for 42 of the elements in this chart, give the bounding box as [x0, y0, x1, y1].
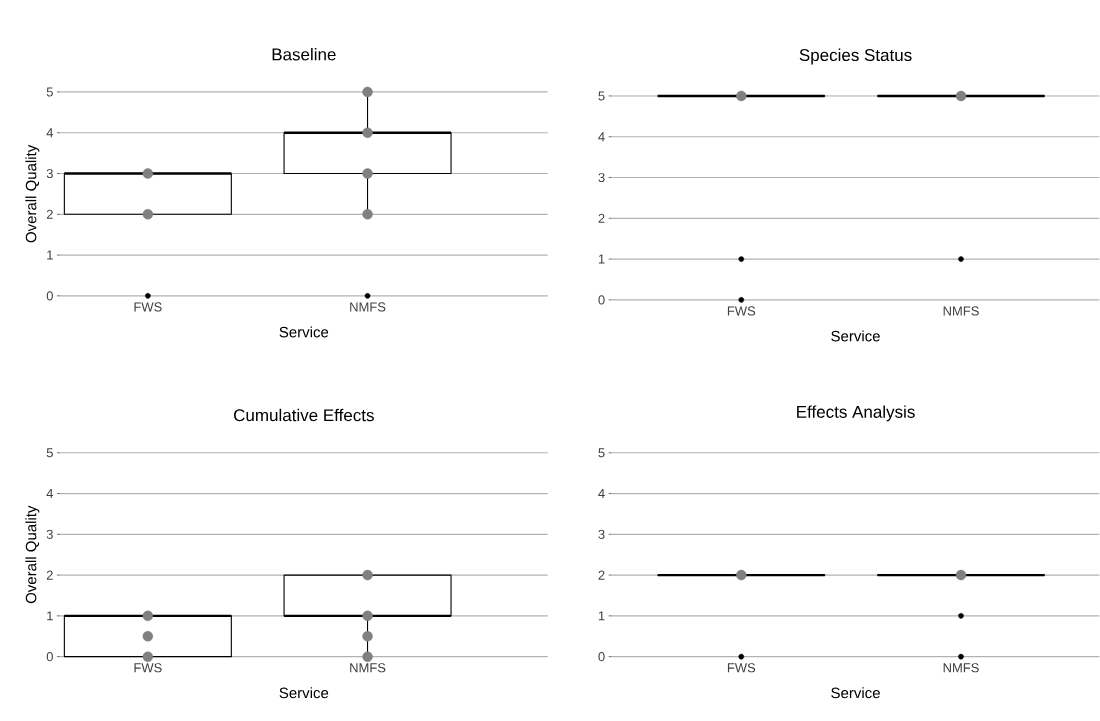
x-tick-label: NMFS: [350, 302, 386, 312]
y-tick-label: 4: [598, 489, 605, 499]
y-tick-label: 0: [598, 295, 605, 305]
y-tick-label: 2: [46, 570, 53, 580]
y-tick-label: 1: [598, 611, 605, 621]
x-tick-label: NMFS: [943, 306, 979, 316]
y-tick-label: 0: [46, 291, 53, 301]
x-axis-title: Service: [831, 330, 880, 342]
y-tick-label: 2: [46, 209, 53, 220]
x-axis-title: Service: [279, 326, 329, 338]
y-tick-label: 3: [598, 529, 605, 540]
y-tick-label: 3: [598, 173, 605, 183]
y-tick-label: 4: [46, 128, 54, 138]
x-axis-title: Service: [279, 687, 329, 699]
y-tick-label: 3: [46, 529, 53, 540]
x-axis-title: Service: [831, 687, 880, 699]
x-tick-label: NMFS: [943, 663, 979, 673]
y-tick-label: 1: [47, 250, 53, 260]
chart-title: Baseline: [272, 48, 336, 61]
x-tick-label: FWS: [727, 306, 756, 316]
chart-title: Effects Analysis: [797, 405, 915, 422]
y-axis-title: Overall Quality: [25, 144, 40, 243]
x-tick-label: FWS: [134, 663, 162, 673]
chart-title: Cumulative Effects: [234, 408, 374, 422]
y-tick-label: 5: [46, 87, 53, 97]
y-tick-label: 1: [598, 254, 605, 264]
y-tick-label: 3: [46, 169, 53, 179]
y-tick-label: 2: [598, 570, 605, 580]
y-tick-label: 2: [598, 213, 605, 224]
y-tick-label: 4: [46, 489, 54, 499]
y-tick-label: 0: [598, 652, 605, 662]
y-tick-label: 5: [598, 448, 605, 458]
x-tick-label: FWS: [727, 663, 756, 673]
y-tick-label: 4: [598, 132, 605, 142]
y-axis-title: Overall Quality: [25, 505, 40, 604]
y-tick-label: 5: [46, 448, 53, 458]
x-tick-label: NMFS: [350, 663, 386, 673]
y-tick-label: 0: [46, 652, 53, 662]
y-tick-label: 1: [47, 611, 53, 621]
x-tick-label: FWS: [134, 302, 162, 312]
chart-title: Species Status: [799, 48, 912, 65]
y-tick-label: 5: [598, 91, 605, 101]
